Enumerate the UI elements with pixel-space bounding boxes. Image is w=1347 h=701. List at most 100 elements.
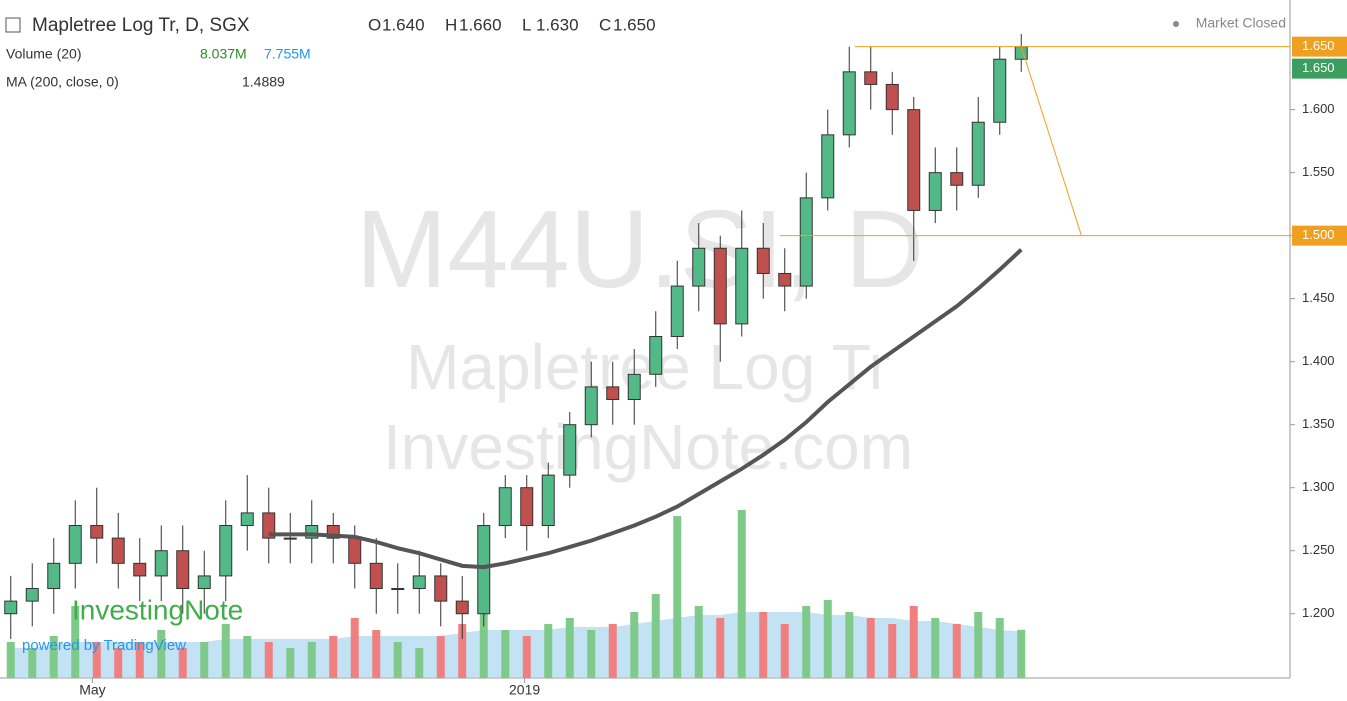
volume-bar <box>974 612 983 678</box>
volume-bar <box>587 630 596 678</box>
candle-body <box>412 575 426 590</box>
volume-bar <box>802 606 811 678</box>
candle-body <box>47 562 61 590</box>
candle-body <box>971 121 985 186</box>
candle-body <box>885 83 899 111</box>
collapse-button[interactable] <box>5 17 21 33</box>
volume-bar <box>479 606 488 678</box>
volume-bar <box>1017 629 1026 678</box>
logo-tagline: powered by TradingView <box>22 637 186 654</box>
last-price-tag <box>1292 58 1347 79</box>
volume-bar <box>458 624 467 678</box>
candle-body <box>606 386 620 400</box>
candle-body <box>756 247 770 274</box>
candle-body <box>907 109 921 211</box>
symbol-title: Mapletree Log Tr, D, SGX <box>32 15 250 36</box>
volume-bar <box>845 612 854 678</box>
candle-body <box>111 537 125 564</box>
x-tick-label: May <box>79 682 105 698</box>
ohlc-label: O <box>368 15 381 34</box>
volume-bar <box>415 648 424 678</box>
candle-body <box>950 172 964 186</box>
volume-bar <box>114 648 123 678</box>
level-tag <box>1292 36 1347 57</box>
y-tick-label: 1.350 <box>1302 416 1335 431</box>
candle-body <box>133 562 147 577</box>
volume-bar <box>888 624 897 678</box>
market-status: Market Closed <box>1196 15 1286 31</box>
candle-body <box>993 58 1007 123</box>
volume-bar <box>909 606 918 678</box>
candle-body <box>90 525 104 539</box>
candle-body <box>197 575 211 590</box>
candle-body <box>541 474 555 527</box>
volume-bar <box>952 624 961 678</box>
volume-ma-area <box>10 612 1022 678</box>
volume-bar <box>307 642 316 678</box>
volume-ma-value: 7.755M <box>264 46 311 62</box>
candle-body <box>713 247 727 325</box>
y-tick-label: 1.550 <box>1302 164 1335 179</box>
volume-title: Volume (20) <box>6 46 81 62</box>
volume-bar <box>71 606 80 678</box>
volume-bar <box>178 648 187 678</box>
candle-body <box>821 134 835 199</box>
candle-body <box>262 512 276 539</box>
volume-bar <box>673 516 682 678</box>
volume-bar <box>92 642 101 678</box>
candle-body <box>154 550 168 577</box>
level-label: 1.500 <box>1302 227 1335 242</box>
y-tick-label: 1.300 <box>1302 479 1335 494</box>
candle-body <box>498 487 512 527</box>
watermark: M44U.SI, D <box>356 188 924 311</box>
candle-body <box>391 588 405 591</box>
candle-body <box>864 71 878 85</box>
level-label: 1.650 <box>1302 38 1335 53</box>
volume-bar <box>200 642 209 678</box>
candle-body <box>25 588 39 602</box>
candle-body <box>219 525 233 577</box>
candle-body <box>649 335 663 375</box>
volume-bar <box>221 624 230 678</box>
y-tick-label: 1.450 <box>1302 290 1335 305</box>
y-tick-label: 1.600 <box>1302 101 1335 116</box>
candle-body <box>176 550 190 590</box>
volume-bar <box>651 594 660 678</box>
volume-bar <box>28 648 37 678</box>
volume-bar <box>780 624 789 678</box>
candle-body <box>842 71 856 136</box>
ohlc-label: L <box>522 15 531 34</box>
candle-body <box>584 386 598 426</box>
candle-body <box>455 600 469 615</box>
candle-body <box>68 525 82 564</box>
candle-body <box>735 247 749 325</box>
last-price-label: 1.650 <box>1302 60 1335 75</box>
volume-bar <box>866 618 875 678</box>
volume-bar <box>436 636 445 678</box>
candle-body <box>692 247 706 287</box>
candle-body <box>369 562 383 590</box>
candle-body <box>520 487 534 527</box>
volume-bar <box>759 612 768 678</box>
volume-bar <box>995 618 1004 678</box>
volume-bar <box>393 642 402 678</box>
volume-bar <box>329 636 338 678</box>
volume-bar <box>501 630 510 678</box>
volume-bar <box>608 624 617 678</box>
watermark: InvestingNote.com <box>383 411 913 483</box>
volume-bar <box>286 648 295 678</box>
candle-body <box>283 537 297 540</box>
volume-bar <box>350 618 359 678</box>
volume-bar <box>157 630 166 678</box>
volume-bar <box>565 618 574 678</box>
volume-bar <box>243 636 252 678</box>
volume-bar <box>737 510 746 678</box>
volume-value: 8.037M <box>200 46 247 62</box>
level-tag <box>1292 225 1347 246</box>
ohlc-value: 1.630 <box>536 15 579 34</box>
volume-bar <box>6 642 15 678</box>
logo-name: InvestingNote <box>72 594 243 625</box>
volume-bar <box>135 642 144 678</box>
volume-bar <box>544 624 553 678</box>
